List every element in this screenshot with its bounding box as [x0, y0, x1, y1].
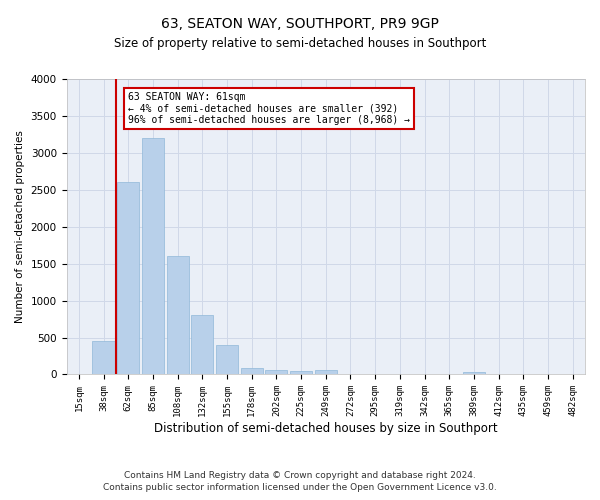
Bar: [142, 138, 164, 374]
Bar: [191, 316, 214, 374]
Y-axis label: Number of semi-detached properties: Number of semi-detached properties: [15, 130, 25, 323]
Text: Contains HM Land Registry data © Crown copyright and database right 2024.
Contai: Contains HM Land Registry data © Crown c…: [103, 471, 497, 492]
Text: 63, SEATON WAY, SOUTHPORT, PR9 9GP: 63, SEATON WAY, SOUTHPORT, PR9 9GP: [161, 18, 439, 32]
Bar: [265, 370, 287, 374]
Bar: [241, 368, 263, 374]
Bar: [463, 372, 485, 374]
X-axis label: Distribution of semi-detached houses by size in Southport: Distribution of semi-detached houses by …: [154, 422, 497, 435]
Bar: [216, 345, 238, 374]
Bar: [290, 371, 312, 374]
Text: 63 SEATON WAY: 61sqm
← 4% of semi-detached houses are smaller (392)
96% of semi-: 63 SEATON WAY: 61sqm ← 4% of semi-detach…: [128, 92, 410, 126]
Bar: [92, 341, 115, 374]
Bar: [314, 370, 337, 374]
Bar: [167, 256, 189, 374]
Bar: [117, 182, 139, 374]
Text: Size of property relative to semi-detached houses in Southport: Size of property relative to semi-detach…: [114, 38, 486, 51]
